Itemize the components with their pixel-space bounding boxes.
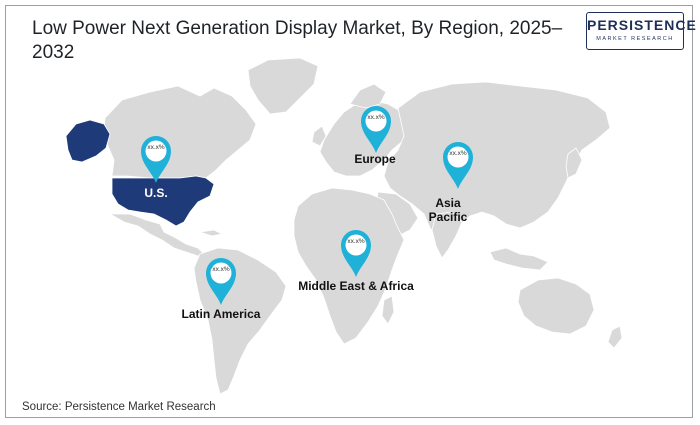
map-pin-icon bbox=[141, 136, 171, 183]
madagascar bbox=[381, 295, 395, 325]
latin-america-value: xx.x% bbox=[212, 266, 230, 273]
southeast-asia-islands bbox=[489, 247, 549, 271]
infographic-frame bbox=[5, 5, 693, 418]
label-asia-pacific: Asia Pacific bbox=[428, 196, 468, 224]
source-note: Source: Persistence Market Research bbox=[22, 401, 216, 413]
page-title: Low Power Next Generation Display Market… bbox=[32, 18, 563, 63]
map-pin-icon bbox=[206, 258, 236, 305]
caribbean bbox=[199, 229, 224, 237]
label-europe: Europe bbox=[354, 152, 396, 166]
us-highlight bbox=[111, 175, 215, 227]
pin-europe: xx.x% bbox=[359, 104, 393, 154]
label-middle-east-africa: Middle East & Africa bbox=[298, 279, 414, 293]
map-pin-icon bbox=[443, 142, 473, 189]
asia bbox=[383, 81, 611, 239]
australia bbox=[517, 277, 595, 335]
canada bbox=[103, 85, 257, 179]
map-pin-icon bbox=[341, 230, 371, 277]
us-value: xx.x% bbox=[147, 144, 165, 151]
map-pin-icon bbox=[361, 106, 391, 153]
greenland bbox=[247, 57, 319, 115]
logo-wordmark: PERSISTENCE bbox=[587, 17, 697, 33]
asia-pacific-value: xx.x% bbox=[449, 150, 467, 157]
persistence-logo: PERSISTENCE MARKET RESEARCH bbox=[586, 12, 697, 50]
logo-tagline: MARKET RESEARCH bbox=[596, 36, 674, 42]
pin-asia-pacific: xx.x% bbox=[441, 140, 475, 190]
pin-latin-america: xx.x% bbox=[204, 256, 238, 306]
africa bbox=[293, 187, 405, 345]
japan bbox=[565, 147, 583, 179]
uk bbox=[311, 125, 327, 147]
alaska-highlight bbox=[65, 119, 111, 163]
middle-east-africa-value: xx.x% bbox=[347, 238, 365, 245]
mexico-central-america bbox=[108, 213, 205, 257]
pin-us: xx.x% bbox=[139, 134, 173, 184]
label-us: U.S. bbox=[144, 186, 168, 200]
india bbox=[431, 211, 463, 259]
scandinavia bbox=[349, 83, 387, 109]
europe-value: xx.x% bbox=[367, 114, 385, 121]
new-zealand bbox=[607, 325, 623, 349]
pin-middle-east-africa: xx.x% bbox=[339, 228, 373, 278]
label-latin-america: Latin America bbox=[181, 307, 261, 321]
